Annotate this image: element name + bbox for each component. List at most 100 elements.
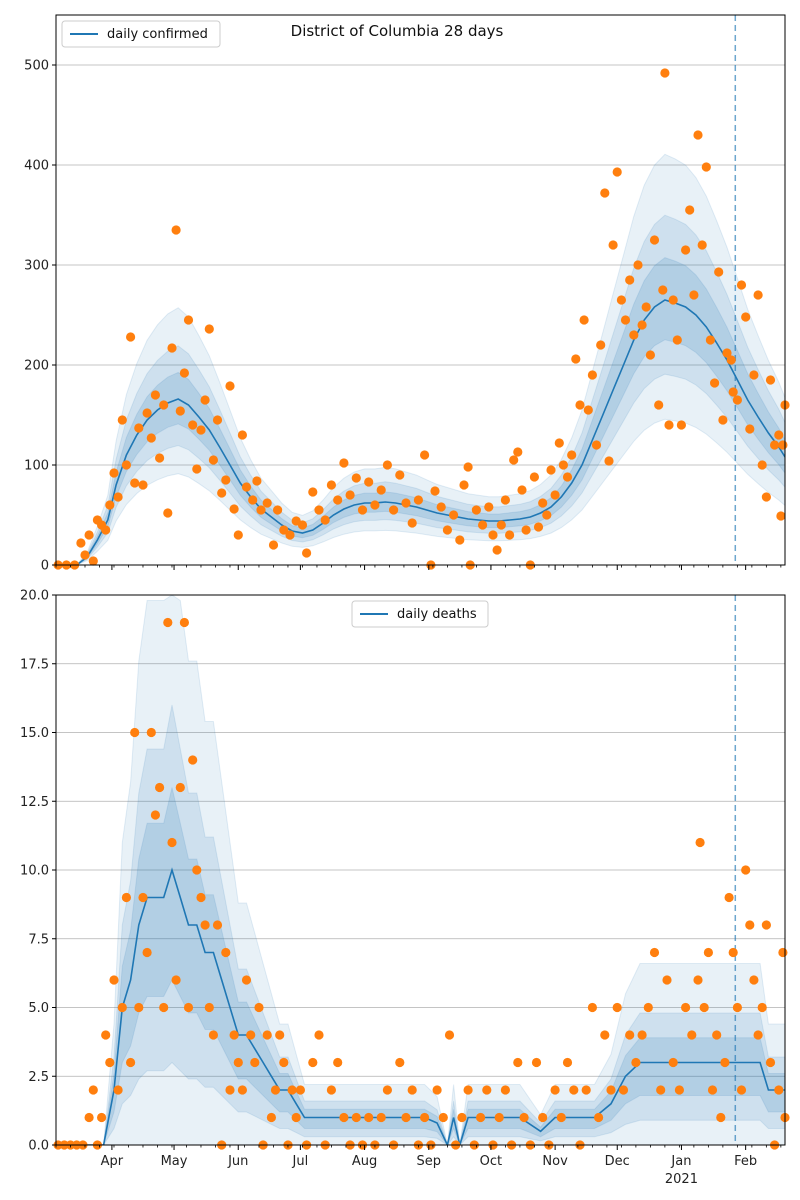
- data-point: [229, 504, 239, 514]
- data-point: [562, 472, 573, 482]
- data-point: [221, 475, 231, 485]
- data-point: [500, 495, 510, 505]
- y-tick-label: 100: [24, 459, 49, 474]
- data-point: [314, 505, 324, 515]
- mean-line: [56, 299, 785, 565]
- data-point: [600, 1030, 610, 1040]
- data-point: [256, 505, 266, 515]
- data-point: [583, 405, 593, 415]
- data-point: [687, 1030, 697, 1040]
- data-point: [707, 1085, 718, 1095]
- data-point: [130, 727, 140, 738]
- data-point: [401, 498, 411, 508]
- data-point: [770, 440, 780, 450]
- data-point: [275, 1030, 285, 1040]
- data-point: [308, 487, 318, 497]
- data-point: [150, 390, 160, 400]
- data-point: [765, 1057, 776, 1068]
- data-point: [699, 1002, 709, 1013]
- data-point: [633, 260, 643, 270]
- data-point: [761, 492, 772, 502]
- data-point: [710, 378, 720, 388]
- data-point: [302, 548, 312, 558]
- data-point: [101, 1030, 111, 1040]
- data-point: [749, 975, 759, 985]
- x-tick-label: Jun: [227, 1154, 248, 1169]
- data-point: [121, 892, 131, 903]
- data-point: [105, 500, 115, 510]
- data-point: [629, 330, 639, 340]
- data-point: [774, 430, 784, 440]
- data-point: [183, 1002, 194, 1013]
- x-tick-label: Aug: [352, 1154, 377, 1169]
- y-tick-label: 500: [24, 59, 49, 74]
- data-point: [291, 1112, 301, 1123]
- data-point: [142, 947, 152, 958]
- data-point: [442, 525, 452, 535]
- data-point: [674, 1085, 685, 1095]
- data-point: [101, 525, 111, 535]
- data-point: [150, 810, 160, 820]
- data-point: [594, 1112, 604, 1123]
- deaths-legend: daily deaths: [351, 600, 489, 628]
- data-point: [208, 455, 218, 465]
- data-point: [370, 500, 380, 510]
- data-point: [314, 1030, 324, 1040]
- data-point: [420, 450, 430, 460]
- y-tick-label: 5.0: [28, 1001, 49, 1016]
- data-point: [668, 295, 678, 305]
- data-point: [179, 368, 189, 378]
- uncertainty-band: [56, 787, 785, 1145]
- y-tick-label: 7.5: [28, 932, 49, 947]
- data-point: [279, 525, 289, 535]
- confirmed-bands: [56, 153, 785, 565]
- data-point: [204, 1002, 214, 1013]
- data-point: [492, 545, 502, 555]
- deaths-x-ticks: Apr May Jun Jul Aug Sep Oct Nov Dec Jan Feb 2021: [55, 1145, 782, 1187]
- data-point: [121, 460, 131, 470]
- data-point: [233, 1057, 243, 1068]
- data-point: [705, 335, 716, 345]
- uncertainty-band: [56, 257, 785, 565]
- data-point: [778, 440, 788, 450]
- data-point: [649, 235, 660, 245]
- data-point: [204, 324, 214, 334]
- data-point: [175, 406, 185, 416]
- data-point: [616, 295, 627, 305]
- data-point: [654, 400, 664, 410]
- y-tick-label: 300: [24, 259, 49, 274]
- data-point: [643, 1002, 653, 1013]
- data-point: [579, 315, 589, 325]
- data-point: [567, 450, 577, 460]
- data-point: [279, 1057, 289, 1068]
- data-point: [183, 315, 194, 325]
- data-point: [765, 375, 776, 385]
- data-point: [608, 240, 618, 250]
- data-point: [225, 1085, 235, 1095]
- data-point: [84, 530, 94, 540]
- data-point: [620, 315, 631, 325]
- confirmed-axes-frame: [55, 14, 786, 566]
- data-point: [569, 1085, 579, 1095]
- y-tick-label: 10.0: [20, 864, 49, 879]
- data-point: [407, 518, 417, 528]
- data-point: [217, 488, 227, 498]
- data-point: [478, 520, 488, 530]
- data-point: [250, 1057, 260, 1068]
- data-point: [587, 1002, 598, 1013]
- data-point: [376, 485, 386, 495]
- uncertainty-band: [56, 153, 785, 565]
- data-point: [728, 387, 738, 397]
- data-point: [494, 1112, 504, 1123]
- data-point: [587, 370, 598, 380]
- confirmed-line: [56, 299, 785, 565]
- data-point: [542, 510, 552, 520]
- data-point: [774, 1085, 784, 1095]
- data-point: [631, 1057, 641, 1068]
- data-point: [724, 892, 734, 903]
- data-point: [126, 332, 136, 342]
- data-point: [693, 975, 703, 985]
- data-point: [720, 1057, 730, 1068]
- data-point: [457, 1112, 467, 1123]
